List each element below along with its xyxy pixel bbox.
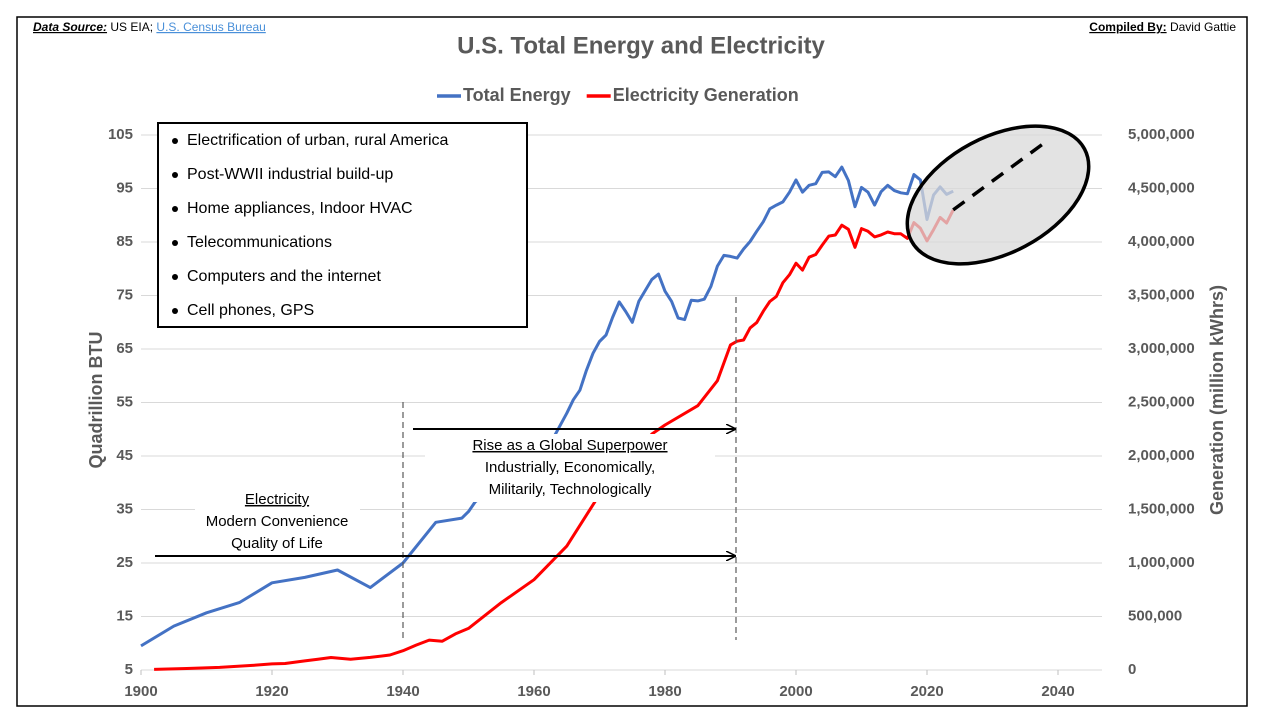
- y-tick-label: 75: [116, 286, 133, 303]
- y-tick-label: 95: [116, 179, 133, 196]
- y-tick-label: 55: [116, 393, 133, 410]
- y2-tick-label: 4,500,000: [1128, 179, 1195, 196]
- compiled-by-label: Compiled By:: [1089, 20, 1166, 34]
- y2-tick-label: 3,000,000: [1128, 340, 1195, 357]
- y-axis-title: Quadrillion BTU: [86, 332, 106, 469]
- chart-title: U.S. Total Energy and Electricity: [457, 32, 825, 59]
- y-tick-label: 65: [116, 340, 133, 357]
- series-line: [154, 209, 955, 671]
- data-source-text: US EIA;: [110, 20, 153, 34]
- annotation-heading: Electricity: [245, 491, 310, 508]
- bullet-dot: [172, 308, 178, 314]
- annotation-line: Industrially, Economically,: [485, 459, 655, 476]
- y-tick-label: 105: [108, 126, 133, 143]
- x-tick-label: 1900: [124, 683, 157, 700]
- x-tick-label: 1940: [386, 683, 419, 700]
- bullet-dot: [172, 138, 178, 144]
- y2-tick-label: 500,000: [1128, 607, 1182, 624]
- compiled-by-text: David Gattie: [1170, 20, 1236, 34]
- x-tick-label: 1960: [517, 683, 550, 700]
- bullet-text: Electrification of urban, rural America: [187, 132, 449, 149]
- y-tick-label: 35: [116, 500, 133, 517]
- data-source: Data Source: US EIA; U.S. Census Bureau: [33, 20, 266, 34]
- data-source-link[interactable]: U.S. Census Bureau: [156, 20, 265, 34]
- bullet-text: Home appliances, Indoor HVAC: [187, 200, 413, 217]
- y-tick-label: 85: [116, 233, 133, 250]
- frame: [16, 16, 1248, 707]
- bullet-text: Cell phones, GPS: [187, 302, 314, 319]
- y2-tick-label: 3,500,000: [1128, 286, 1195, 303]
- bullet-text: Computers and the internet: [187, 268, 381, 285]
- y-tick-label: 15: [116, 607, 133, 624]
- annotation-line: Modern Convenience: [206, 513, 349, 530]
- bullet-dot: [172, 172, 178, 178]
- x-tick-label: 2040: [1041, 683, 1074, 700]
- y2-tick-label: 2,000,000: [1128, 447, 1195, 464]
- bullet-text: Post-WWII industrial build-up: [187, 166, 393, 183]
- y-tick-label: 45: [116, 447, 133, 464]
- annotation-line: Militarily, Technologically: [489, 481, 652, 498]
- highlight-ellipse: [905, 124, 1091, 266]
- x-tick-label: 2020: [910, 683, 943, 700]
- annotation-heading: Rise as a Global Superpower: [472, 437, 667, 454]
- y2-tick-label: 0: [1128, 661, 1136, 678]
- compiled-by: Compiled By: David Gattie: [1089, 20, 1236, 34]
- annotation-bg: [425, 434, 715, 502]
- bullet-dot: [172, 206, 178, 212]
- bullet-dot: [172, 240, 178, 246]
- y2-tick-label: 1,500,000: [1128, 500, 1195, 517]
- y2-axis-title: Generation (million kWhrs): [1207, 285, 1227, 515]
- legend-label: Electricity Generation: [613, 85, 799, 105]
- y2-tick-label: 4,000,000: [1128, 233, 1195, 250]
- y-tick-label: 25: [116, 554, 133, 571]
- x-tick-label: 1920: [255, 683, 288, 700]
- bullet-dot: [172, 274, 178, 280]
- annotation-bg: [195, 488, 360, 554]
- y2-tick-label: 2,500,000: [1128, 393, 1195, 410]
- y-tick-label: 5: [125, 661, 133, 678]
- projection-line: [952, 141, 1046, 212]
- annotation-line: Quality of Life: [231, 535, 323, 552]
- y2-tick-label: 5,000,000: [1128, 126, 1195, 143]
- bullet-box: [157, 122, 528, 328]
- data-source-label: Data Source:: [33, 20, 107, 34]
- legend-label: Total Energy: [463, 85, 571, 105]
- bullet-text: Telecommunications: [187, 234, 332, 251]
- y2-tick-label: 1,000,000: [1128, 554, 1195, 571]
- overlay: Electricity Modern Convenience Quality of …: [155, 122, 1046, 640]
- x-tick-label: 1980: [648, 683, 681, 700]
- x-tick-label: 2000: [779, 683, 812, 700]
